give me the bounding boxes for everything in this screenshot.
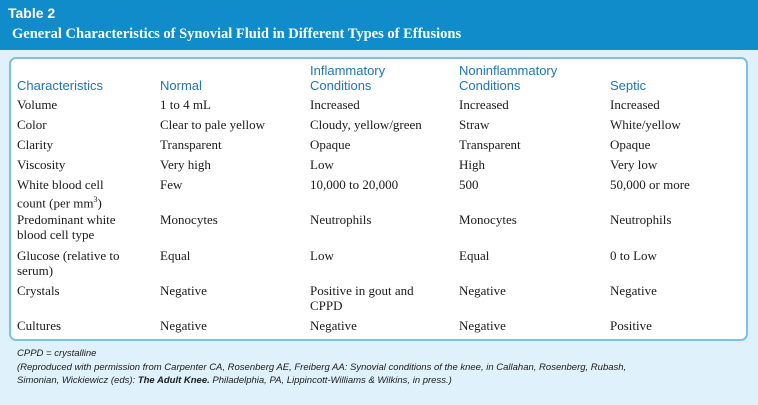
cell-inflammatory: 10,000 to 20,000: [310, 177, 399, 192]
cell-normal: Transparent: [160, 137, 222, 152]
footnote-book-title: The Adult Knee.: [137, 375, 210, 386]
footnote-source: (Reproduced with permission from Carpent…: [17, 361, 747, 387]
footnote-source-part-3: Philadelphia, PA, Lippincott-Williams & …: [209, 375, 452, 386]
table-label: Table 2: [8, 5, 56, 21]
cell-septic: 50,000 or more: [610, 177, 690, 192]
column-heading-normal: Normal: [160, 78, 202, 93]
cell-inflammatory: Negative: [310, 318, 357, 333]
footnote-source-part-1: (Reproduced with permission from Carpent…: [17, 362, 627, 373]
cell-noninflammatory: Negative: [459, 283, 506, 298]
cell-characteristic-close: ): [97, 195, 102, 211]
cell-inflammatory: Cloudy, yellow/green: [310, 117, 422, 132]
cell-characteristic: Viscosity: [17, 157, 66, 172]
cell-septic: Increased: [610, 97, 660, 112]
superscript-exponent: 3: [93, 195, 98, 204]
cell-noninflammatory: Equal: [459, 248, 490, 263]
cell-septic: Opaque: [610, 137, 651, 152]
cell-normal: Few: [160, 177, 183, 192]
cell-characteristic: Glucose (relative to serum): [17, 248, 120, 278]
cell-inflammatory: Opaque: [310, 137, 351, 152]
cell-septic: White/yellow: [610, 117, 681, 132]
cell-septic: Positive: [610, 318, 652, 333]
table-header-bar: Table 2 General Characteristics of Synov…: [0, 0, 758, 50]
cell-inflammatory: Positive in gout and CPPD: [310, 283, 414, 313]
cell-noninflammatory: High: [459, 157, 485, 172]
cell-inflammatory: Neutrophils: [310, 212, 372, 227]
footnote-abbreviation: CPPD = crystalline: [17, 348, 97, 359]
cell-noninflammatory: Straw: [459, 117, 490, 132]
cell-normal: Very high: [160, 157, 211, 172]
cell-characteristic: Clarity: [17, 137, 54, 152]
cell-normal: Clear to pale yellow: [160, 117, 266, 132]
cell-septic: Very low: [610, 157, 658, 172]
cell-normal: 1 to 4 mL: [160, 97, 211, 112]
table-body-panel: [9, 57, 748, 341]
cell-noninflammatory: Monocytes: [459, 212, 517, 227]
cell-characteristic: Volume: [17, 97, 58, 112]
cell-characteristic: Predominant white blood cell type: [17, 212, 116, 242]
cell-noninflammatory: Negative: [459, 318, 506, 333]
column-heading-septic: Septic: [610, 78, 647, 93]
cell-normal: Monocytes: [160, 212, 218, 227]
cell-normal: Negative: [160, 318, 207, 333]
column-heading-noninflammatory: Noninflammatory Conditions: [459, 63, 558, 93]
table-title: General Characteristics of Synovial Flui…: [12, 26, 462, 42]
cell-inflammatory: Increased: [310, 97, 360, 112]
cell-septic: Negative: [610, 283, 657, 298]
cell-noninflammatory: 500: [459, 177, 479, 192]
cell-characteristic: Cultures: [17, 318, 62, 333]
cell-inflammatory: Low: [310, 248, 334, 263]
footnote-source-part-2: Simonian, Wickiewicz (eds):: [17, 375, 138, 386]
column-heading-inflammatory: Inflammatory Conditions: [310, 63, 386, 93]
cell-septic: 0 to Low: [610, 248, 657, 263]
cell-normal: Negative: [160, 283, 207, 298]
cell-septic: Neutrophils: [610, 212, 672, 227]
column-heading-characteristics: Characteristics: [17, 78, 103, 93]
cell-characteristic: Color: [17, 117, 47, 132]
cell-inflammatory: Low: [310, 157, 334, 172]
cell-characteristic-text: White blood cell count (per mm: [17, 177, 104, 211]
cell-characteristic: White blood cell count (per mm3): [17, 177, 104, 210]
cell-noninflammatory: Transparent: [459, 137, 521, 152]
cell-characteristic: Crystals: [17, 283, 60, 298]
cell-normal: Equal: [160, 248, 191, 263]
cell-noninflammatory: Increased: [459, 97, 509, 112]
